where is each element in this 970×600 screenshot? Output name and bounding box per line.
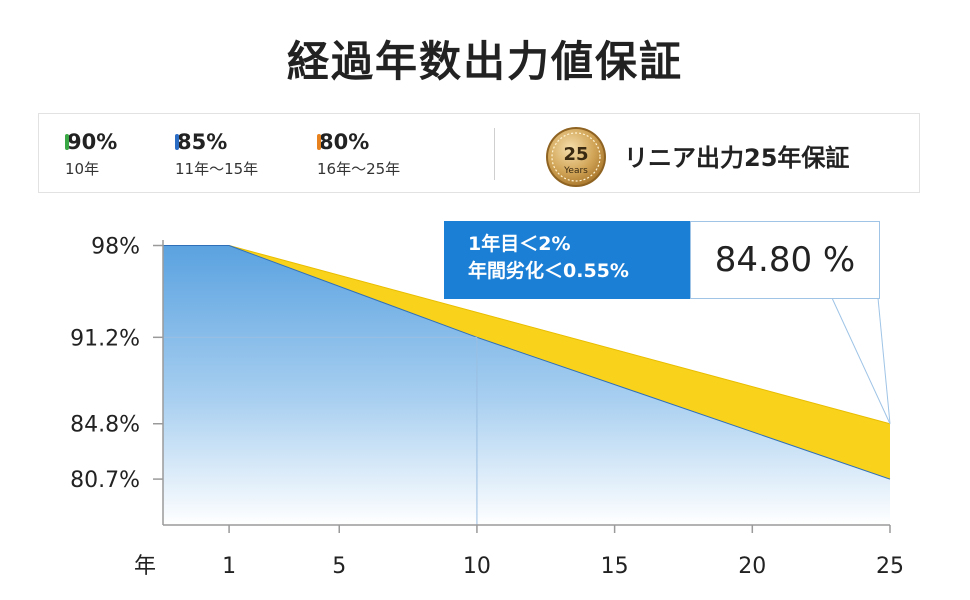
warranty-info-panel: 90% 10年 85% 11年～15年 80% 16年～25年 (38, 113, 920, 193)
x-tick-label: 20 (738, 554, 766, 579)
x-tick-label: 5 (332, 554, 346, 579)
y-tick-label: 91.2% (70, 326, 140, 351)
callout-annual-rate: 年間劣化＜0.55% (468, 260, 629, 282)
stat-years: 10年 (65, 160, 100, 178)
x-tick-label: 10 (463, 554, 491, 579)
callout-pointer (831, 297, 891, 424)
orange-marker-icon (317, 134, 321, 150)
guarantee-label: リニア出力25年保証 (624, 144, 850, 172)
y-tick-label: 80.7% (70, 468, 140, 493)
stat-percent: 80% (319, 130, 370, 154)
output-area (163, 245, 890, 525)
stat-years: 16年～25年 (317, 160, 401, 178)
lower-series-line (163, 245, 891, 480)
x-tick-label: 15 (601, 554, 629, 579)
medal-label: Years (563, 166, 588, 176)
25-years-medal-icon: 25 Years (545, 126, 607, 192)
callout-value: 84.80 % (690, 221, 880, 299)
stat-11-15-years: 85% 11年～15年 (175, 130, 258, 179)
page-title: 経過年数出力値保証 (286, 37, 683, 86)
blue-marker-icon (175, 134, 179, 150)
stat-years: 11年～15年 (175, 160, 259, 178)
stat-10-years: 90% 10年 (65, 130, 117, 179)
divider (494, 128, 495, 180)
medal-number: 25 (563, 144, 588, 165)
green-marker-icon (65, 134, 69, 150)
stat-16-25-years: 80% 16年～25年 (317, 130, 400, 179)
stat-percent: 85% (177, 130, 228, 154)
y-tick-label: 84.8% (70, 413, 140, 438)
x-unit-label: 年 (134, 554, 156, 579)
degradation-callout: 1年目＜2% 年間劣化＜0.55% (444, 221, 690, 299)
callout-first-year: 1年目＜2% (468, 233, 571, 255)
y-tick-label: 98% (91, 235, 140, 260)
x-tick-label: 25 (876, 554, 904, 579)
stat-percent: 90% (67, 130, 118, 154)
callout-pointer (877, 297, 891, 424)
x-tick-label: 1 (222, 554, 236, 579)
